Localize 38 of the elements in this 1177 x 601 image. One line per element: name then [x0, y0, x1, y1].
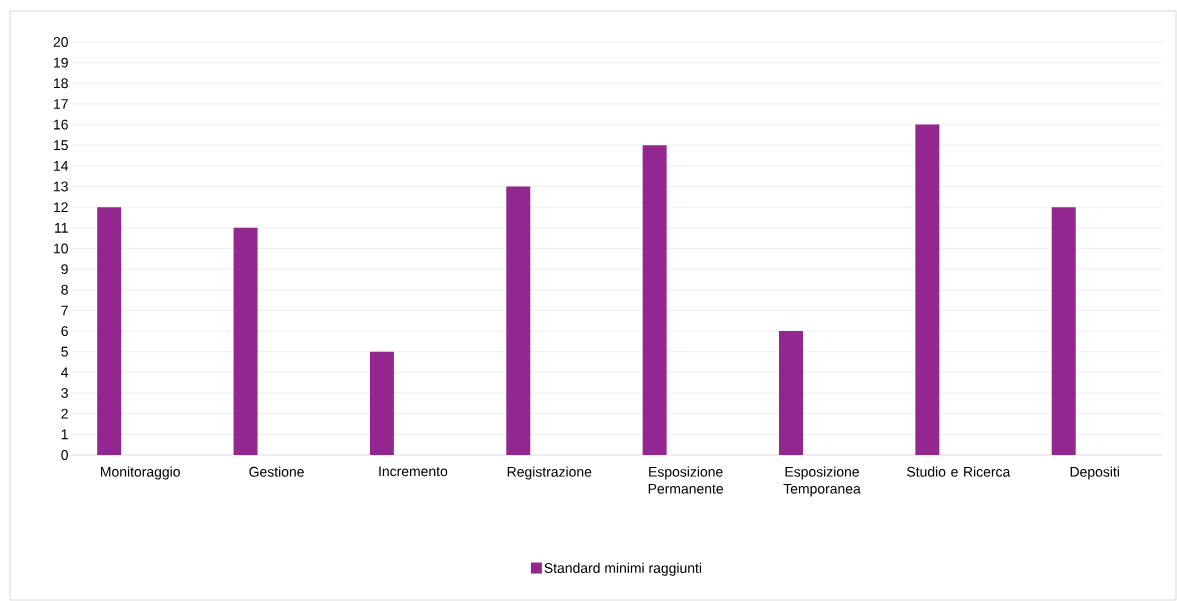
x-tick-label: Studio e Ricerca — [907, 466, 1011, 477]
bar — [506, 186, 531, 455]
bar — [1051, 207, 1076, 455]
y-tick-label: 5 — [61, 346, 68, 357]
y-tick-label: 20 — [53, 37, 68, 47]
y-tick-label: 13 — [54, 181, 68, 192]
legend-label: Standard minimi raggiunti — [544, 562, 702, 576]
y-tick-label: 2 — [61, 408, 68, 419]
bar — [778, 331, 803, 455]
y-tick-label: 4 — [61, 367, 69, 378]
x-tick-label: Depositi — [1070, 466, 1119, 480]
bar — [233, 227, 258, 455]
y-tick-label: 6 — [61, 326, 68, 337]
y-tick-label: 11 — [55, 223, 68, 233]
bar — [369, 351, 394, 455]
y-tick-label: 17 — [54, 99, 68, 109]
y-tick-label: 10 — [54, 243, 68, 254]
x-tick-label: Incremento — [379, 466, 448, 477]
y-tick-label: 14 — [54, 161, 69, 171]
y-tick-label: 0 — [61, 450, 68, 460]
y-tick-label: 7 — [61, 305, 68, 316]
bar — [915, 124, 940, 455]
y-tick-label: 15 — [54, 140, 68, 151]
x-tick-label: Esposizione Permanente — [648, 466, 723, 494]
y-tick-label: 16 — [54, 119, 68, 130]
bar — [97, 207, 122, 455]
x-tick-label: Esposizione Temporanea — [783, 466, 861, 497]
x-tick-label: Gestione — [249, 466, 304, 477]
y-tick-label: 3 — [61, 388, 68, 398]
y-tick-label: 9 — [61, 264, 68, 275]
y-tick-label: 18 — [54, 78, 68, 89]
y-tick-label: 1 — [61, 429, 68, 440]
x-tick-label: Registrazione — [507, 466, 592, 480]
y-tick-label: 8 — [61, 284, 68, 295]
y-tick-label: 19 — [54, 57, 68, 68]
x-tick-label: Monitoraggio — [101, 466, 180, 480]
bar — [642, 145, 667, 455]
y-tick-label: 12 — [54, 202, 68, 213]
